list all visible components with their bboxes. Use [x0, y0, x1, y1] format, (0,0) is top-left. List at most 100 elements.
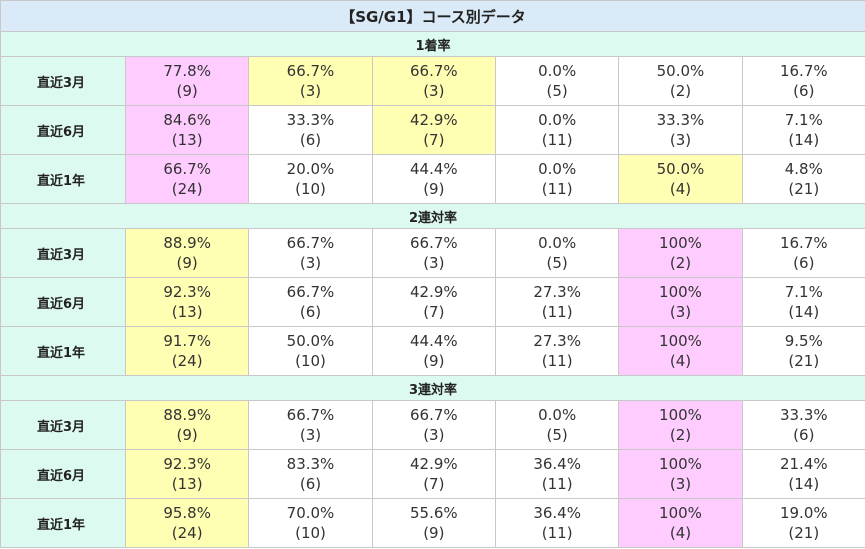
race-count: (13)	[171, 131, 203, 149]
stat-cell: 66.7% (6)	[248, 277, 373, 327]
stat-cell: 66.7% (3)	[248, 400, 373, 450]
stat-cell: 42.9% (7)	[371, 277, 496, 327]
table-row: 直近6月 92.3% (13) 83.3% (6) 42.9% (7) 36.4% (11) 10…	[0, 449, 865, 499]
rate-value: 95.8%	[163, 504, 211, 522]
stat-cell: 27.3% (11)	[494, 326, 620, 376]
rate-value: 0.0%	[538, 160, 577, 178]
race-count: (13)	[171, 303, 203, 321]
race-count: (21)	[788, 180, 820, 198]
race-count: (11)	[541, 131, 573, 149]
rate-value: 100%	[659, 234, 702, 252]
rate-value: 4.8%	[784, 160, 823, 178]
rate-value: 42.9%	[409, 283, 458, 301]
section-title: 3連対率	[0, 375, 865, 401]
stat-cell: 66.7% (3)	[248, 56, 373, 106]
rate-value: 27.3%	[533, 332, 581, 350]
section-header-row: 3連対率	[0, 375, 865, 401]
stat-cell: 88.9% (9)	[124, 400, 250, 450]
period-label: 直近3月	[0, 56, 126, 106]
race-count: (11)	[541, 475, 573, 493]
race-count: (3)	[423, 426, 445, 444]
rate-value: 100%	[659, 283, 702, 301]
stat-cell: 36.4% (11)	[494, 498, 620, 548]
table-row: 直近6月 92.3% (13) 66.7% (6) 42.9% (7) 27.3% (11) 10…	[0, 277, 865, 327]
period-label: 直近6月	[0, 449, 126, 499]
stat-cell: 36.4% (11)	[494, 449, 620, 499]
rate-value: 50.0%	[656, 62, 705, 80]
race-count: (5)	[546, 426, 568, 444]
stat-cell: 20.0% (10)	[248, 154, 373, 204]
rate-value: 83.3%	[286, 455, 335, 473]
race-count: (9)	[423, 180, 445, 198]
stat-cell: 9.5% (21)	[741, 326, 865, 376]
race-count: (14)	[788, 131, 820, 149]
period-label: 直近1年	[0, 154, 126, 204]
rate-value: 66.7%	[286, 234, 335, 252]
stat-cell: 42.9% (7)	[371, 105, 496, 155]
race-count: (5)	[546, 254, 568, 272]
stat-cell: 92.3% (13)	[124, 449, 250, 499]
stat-cell: 66.7% (3)	[371, 400, 496, 450]
stat-cell: 0.0% (5)	[494, 228, 620, 278]
table-row: 直近6月 84.6% (13) 33.3% (6) 42.9% (7) 0.0% (11) 33.…	[0, 105, 865, 155]
stat-cell: 95.8% (24)	[124, 498, 250, 548]
rate-value: 66.7%	[286, 283, 335, 301]
rate-value: 66.7%	[409, 406, 458, 424]
race-count: (6)	[793, 254, 815, 272]
stat-cell: 50.0% (2)	[618, 56, 743, 106]
race-count: (3)	[299, 254, 322, 272]
race-count: (9)	[423, 524, 445, 542]
rate-value: 36.4%	[533, 455, 581, 473]
stat-cell: 16.7% (6)	[741, 228, 865, 278]
race-count: (3)	[423, 254, 445, 272]
stat-cell: 0.0% (5)	[494, 400, 620, 450]
period-label: 直近3月	[0, 400, 126, 450]
race-count: (14)	[788, 475, 820, 493]
stat-cell: 88.9% (9)	[124, 228, 250, 278]
race-count: (4)	[669, 524, 692, 542]
rate-value: 0.0%	[538, 234, 577, 252]
table-title: 【SG/G1】コース別データ	[0, 0, 865, 32]
rate-value: 27.3%	[533, 283, 581, 301]
stat-cell: 7.1% (14)	[741, 277, 865, 327]
stat-cell: 33.3% (3)	[618, 105, 743, 155]
rate-value: 100%	[659, 332, 702, 350]
race-count: (24)	[171, 352, 203, 370]
stat-cell: 55.6% (9)	[371, 498, 496, 548]
stat-cell: 100% (3)	[618, 277, 743, 327]
rate-value: 66.7%	[286, 406, 335, 424]
period-label: 直近6月	[0, 105, 126, 155]
rate-value: 84.6%	[163, 111, 211, 129]
rate-value: 42.9%	[409, 111, 458, 129]
stat-cell: 100% (3)	[618, 449, 743, 499]
title-row: 【SG/G1】コース別データ	[0, 0, 865, 32]
rate-value: 100%	[659, 455, 702, 473]
stat-cell: 0.0% (11)	[494, 105, 620, 155]
rate-value: 66.7%	[286, 62, 335, 80]
race-count: (3)	[669, 303, 692, 321]
rate-value: 33.3%	[286, 111, 335, 129]
rate-value: 50.0%	[656, 160, 705, 178]
stat-cell: 44.4% (9)	[371, 154, 496, 204]
race-count: (3)	[299, 82, 322, 100]
rate-value: 0.0%	[538, 62, 577, 80]
race-count: (9)	[176, 426, 198, 444]
stat-cell: 66.7% (3)	[371, 56, 496, 106]
rate-value: 70.0%	[286, 504, 335, 522]
race-count: (9)	[176, 254, 198, 272]
period-label: 直近3月	[0, 228, 126, 278]
race-count: (13)	[171, 475, 203, 493]
table-row: 直近3月 77.8% (9) 66.7% (3) 66.7% (3) 0.0% (5) 50.0%…	[0, 56, 865, 106]
section-header-row: 2連対率	[0, 203, 865, 229]
stat-cell: 27.3% (11)	[494, 277, 620, 327]
race-count: (10)	[295, 180, 326, 198]
table-row: 直近1年 66.7% (24) 20.0% (10) 44.4% (9) 0.0% (11) 50…	[0, 154, 865, 204]
race-count: (3)	[423, 82, 445, 100]
stat-cell: 16.7% (6)	[741, 56, 865, 106]
stat-cell: 0.0% (5)	[494, 56, 620, 106]
stat-cell: 84.6% (13)	[124, 105, 250, 155]
race-count: (11)	[541, 352, 573, 370]
section-title: 1着率	[0, 31, 865, 57]
rate-value: 88.9%	[163, 234, 211, 252]
